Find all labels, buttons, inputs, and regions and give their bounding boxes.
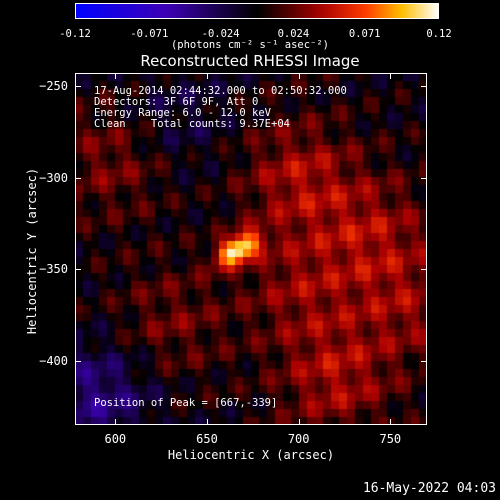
y-axis-label: Heliocentric Y (arcsec): [25, 167, 39, 335]
x-tick-mark: [390, 419, 392, 425]
x-tick-mark: [298, 73, 300, 79]
footer-date: 16-May-2022 04:03: [362, 481, 496, 496]
colorbar-unit: (photons cm⁻² s⁻¹ asec⁻²): [170, 39, 330, 51]
x-tick-mark: [207, 73, 208, 79]
y-tick-mark: [75, 269, 81, 271]
x-tick-mark: [115, 73, 117, 79]
x-tick-label: 750: [379, 432, 402, 446]
colorbar-tick-label: -0.024: [201, 28, 240, 40]
colorbar-tick-label: 0.12: [426, 28, 452, 40]
colorbar-tick-label: -0.071: [130, 28, 169, 40]
chart-title: Reconstructed RHESSI Image: [140, 52, 360, 70]
info-method: Clean Total counts: 9.37E+04: [94, 118, 290, 130]
x-tick-mark: [207, 419, 208, 425]
colorbar-tick-label: 0.024: [277, 28, 310, 40]
y-tick-mark: [75, 177, 81, 179]
info-energy-range: Energy Range: 6.0 - 12.0 keV: [94, 107, 272, 119]
y-tick-mark: [75, 360, 81, 362]
x-tick-label: 700: [287, 432, 310, 446]
y-tick-label: −400: [39, 353, 68, 368]
y-tick-label: −350: [39, 262, 68, 277]
y-tick-label: −300: [39, 170, 68, 185]
x-tick-mark: [298, 419, 300, 425]
x-tick-mark: [115, 419, 117, 425]
info-detectors: Detectors: 3F 6F 9F, Att 0: [94, 96, 259, 108]
colorbar-tick-label: 0.071: [348, 28, 381, 40]
peak-position-label: Position of Peak = [667,-339]: [94, 397, 278, 409]
colorbar-tick-label: -0.12: [59, 28, 91, 40]
x-tick-label: 600: [104, 432, 127, 446]
x-axis-label: Heliocentric X (arcsec): [167, 448, 335, 462]
colorbar: [75, 3, 439, 19]
x-tick-mark: [390, 73, 392, 79]
heatmap-image: [75, 73, 427, 425]
x-tick-label: 650: [196, 432, 218, 446]
y-tick-mark: [421, 85, 427, 87]
y-tick-label: −250: [39, 78, 68, 93]
y-tick-mark: [421, 177, 427, 179]
y-tick-mark: [421, 360, 427, 362]
info-time-range: 17-Aug-2014 02:44:32.000 to 02:50:32.000: [94, 85, 347, 97]
y-tick-mark: [75, 85, 81, 87]
y-tick-mark: [421, 269, 427, 271]
